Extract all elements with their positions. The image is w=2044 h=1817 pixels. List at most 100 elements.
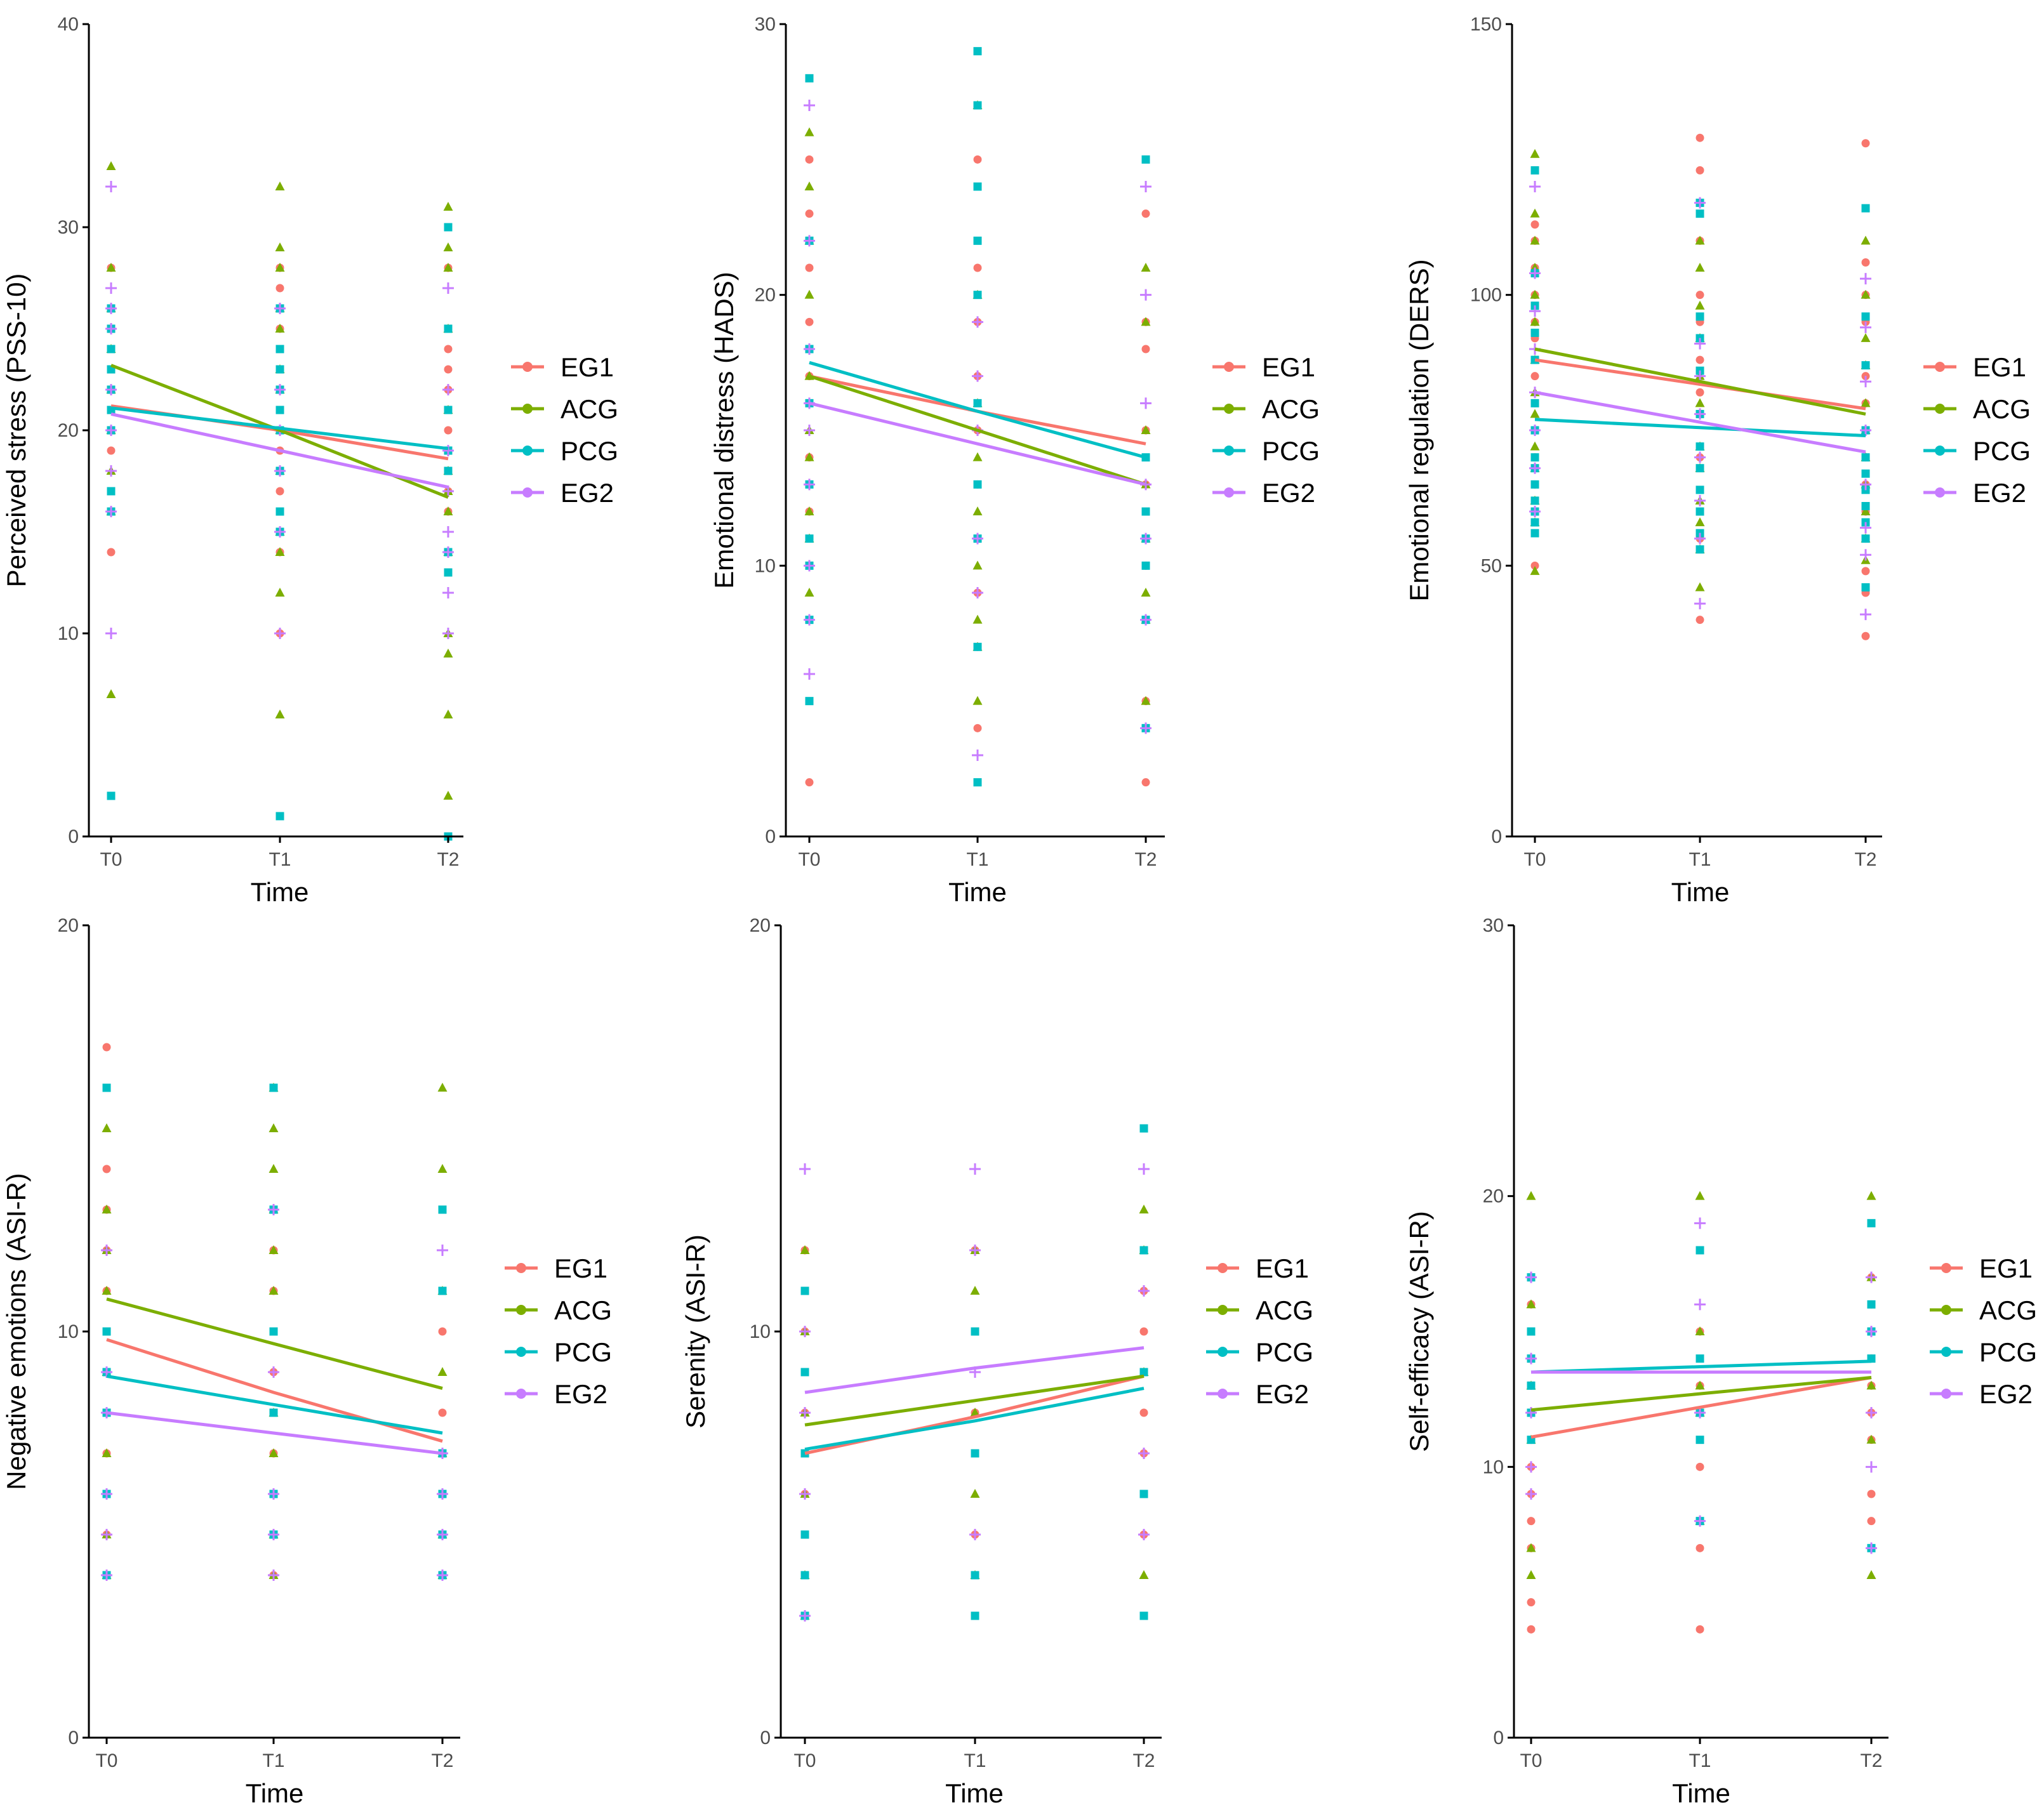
- data-point-pcg: [800, 1286, 809, 1295]
- data-point-acg: [1530, 149, 1540, 158]
- data-point-eg1: [1861, 139, 1870, 148]
- data-point-eg1: [1530, 372, 1539, 381]
- data-point-eg2: [1529, 267, 1541, 279]
- data-point-eg2: [442, 546, 454, 558]
- data-point-pcg: [1861, 583, 1870, 591]
- data-point-acg: [1695, 1326, 1705, 1335]
- data-point-acg: [1530, 441, 1540, 451]
- x-axis-title: Time: [1671, 877, 1730, 907]
- data-point-eg2: [437, 1569, 448, 1581]
- data-point-acg: [1530, 565, 1540, 575]
- data-point-acg: [1695, 1191, 1705, 1200]
- data-point-eg2: [1694, 1298, 1706, 1311]
- legend-key-dot-acg: [1941, 1305, 1951, 1315]
- data-point-pcg: [1867, 1219, 1876, 1227]
- data-point-eg2: [442, 384, 454, 395]
- y-tick-label: 0: [765, 826, 776, 847]
- data-point-eg2: [442, 445, 454, 456]
- data-point-eg1: [438, 1327, 447, 1336]
- data-point-eg2: [1860, 425, 1871, 436]
- data-point-pcg: [1141, 561, 1150, 570]
- data-point-eg2: [1138, 1285, 1150, 1297]
- data-point-eg1: [805, 263, 814, 272]
- data-point-pcg: [1530, 399, 1539, 407]
- y-tick-label: 0: [68, 826, 79, 847]
- data-point-acg: [1866, 1434, 1876, 1444]
- data-point-acg: [1695, 1380, 1705, 1390]
- legend-label-pcg: PCG: [561, 436, 618, 466]
- y-tick-label: 30: [755, 14, 776, 35]
- data-point-eg2: [274, 526, 286, 538]
- trend-line-pcg: [106, 1374, 443, 1435]
- data-point-pcg: [1696, 209, 1704, 218]
- data-point-acg: [804, 127, 814, 136]
- data-point-eg2: [1866, 1326, 1877, 1337]
- legend-label-eg2: EG2: [554, 1379, 607, 1409]
- data-point-eg2: [105, 506, 117, 517]
- data-point-eg2: [274, 384, 286, 395]
- data-point-acg: [1530, 289, 1540, 299]
- data-point-acg: [804, 588, 814, 597]
- panel-2-legend: EG1 ACG PCG EG2: [1212, 352, 1320, 508]
- data-point-eg2: [105, 628, 117, 639]
- data-point-eg2: [101, 1529, 112, 1540]
- y-tick-label: 0: [1491, 826, 1502, 847]
- data-point-eg2: [969, 1529, 981, 1540]
- data-point-pcg: [1530, 453, 1539, 462]
- data-point-eg2: [101, 1245, 112, 1256]
- panel-4: 0 10 20 T0 T1 T2 Time Negative emotions (ASI-R)…: [1, 915, 612, 1808]
- data-point-eg1: [1696, 616, 1704, 624]
- data-point-acg: [102, 1286, 112, 1295]
- data-point-pcg: [973, 291, 982, 300]
- data-point-eg1: [805, 155, 814, 164]
- data-point-eg2: [799, 1407, 811, 1418]
- data-point-acg: [437, 1164, 448, 1173]
- y-axis-title: Emotional distress (HADS): [709, 272, 739, 588]
- data-point-pcg: [275, 345, 284, 353]
- data-point-pcg: [971, 1611, 979, 1620]
- data-point-eg2: [1140, 532, 1151, 545]
- data-point-eg1: [1696, 133, 1704, 142]
- legend-label-eg2: EG2: [561, 478, 614, 508]
- x-axis-title: Time: [1672, 1778, 1730, 1808]
- data-point-eg1: [444, 365, 453, 374]
- legend-key-dot-acg: [522, 404, 533, 414]
- data-point-pcg: [1696, 545, 1704, 554]
- data-point-pcg: [973, 101, 982, 110]
- data-point-acg: [106, 689, 116, 698]
- data-point-pcg: [444, 568, 453, 577]
- data-point-pcg: [971, 1327, 979, 1336]
- y-axis-title: Serenity (ASI-R): [680, 1234, 710, 1429]
- data-point-pcg: [1530, 496, 1539, 505]
- data-point-eg2: [105, 323, 117, 334]
- y-axis-title: Self-efficacy (ASI-R): [1404, 1211, 1434, 1452]
- data-point-eg2: [1860, 522, 1871, 534]
- data-point-eg2: [1860, 273, 1871, 285]
- data-point-eg2: [1138, 1529, 1150, 1540]
- data-point-eg2: [268, 1204, 279, 1215]
- data-point-eg1: [1527, 1517, 1536, 1526]
- data-point-pcg: [800, 1368, 809, 1377]
- data-point-eg1: [1139, 1408, 1148, 1417]
- data-point-acg: [269, 1164, 279, 1173]
- panel-3-legend: EG1 ACG PCG EG2: [1923, 352, 2031, 508]
- data-point-pcg: [275, 507, 284, 516]
- data-point-acg: [804, 506, 814, 515]
- panel-3-points: [1529, 133, 1871, 640]
- data-point-eg1: [1141, 345, 1150, 353]
- data-point-pcg: [275, 406, 284, 414]
- data-point-eg1: [805, 209, 814, 218]
- data-point-pcg: [1527, 1327, 1536, 1336]
- data-point-acg: [1866, 1570, 1876, 1579]
- x-tick-label: T1: [1689, 849, 1711, 870]
- data-point-acg: [275, 324, 285, 333]
- legend-key-dot-pcg: [1218, 1347, 1228, 1357]
- y-tick-label: 20: [755, 285, 776, 306]
- data-point-pcg: [102, 1327, 111, 1336]
- data-point-eg1: [1530, 220, 1539, 229]
- data-point-pcg: [275, 365, 284, 374]
- panel-2: 0 10 20 30 T0 T1 T2 Time Emotional distress (HAD…: [709, 14, 1320, 907]
- data-point-eg2: [799, 1163, 811, 1175]
- panel-1-points: [105, 161, 454, 841]
